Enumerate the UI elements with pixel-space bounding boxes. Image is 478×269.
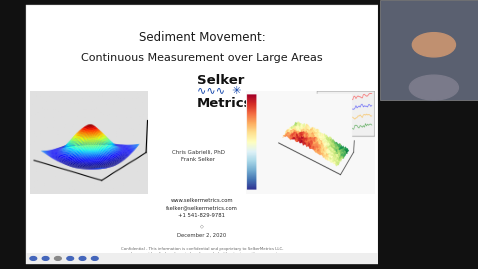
Text: ◇: ◇ bbox=[200, 224, 204, 229]
Circle shape bbox=[91, 257, 98, 260]
Text: Metrics: Metrics bbox=[196, 97, 252, 110]
Ellipse shape bbox=[409, 75, 458, 100]
Text: Sediment Movement:: Sediment Movement: bbox=[139, 31, 265, 44]
Circle shape bbox=[79, 257, 86, 260]
Bar bbox=[380, 0, 478, 100]
Text: ∿∿∿  ✳: ∿∿∿ ✳ bbox=[196, 86, 241, 96]
Bar bbox=[26, 253, 378, 264]
Text: Confidential - This information is confidential and proprietary to SelkerMetrics: Confidential - This information is confi… bbox=[121, 247, 283, 256]
Text: Selker: Selker bbox=[196, 74, 244, 87]
Circle shape bbox=[30, 257, 37, 260]
Text: December 2, 2020: December 2, 2020 bbox=[177, 233, 227, 238]
Circle shape bbox=[67, 257, 74, 260]
Text: Chris Gabrielli, PhD
Frank Selker: Chris Gabrielli, PhD Frank Selker bbox=[172, 150, 225, 162]
Text: Continuous Measurement over Large Areas: Continuous Measurement over Large Areas bbox=[81, 53, 323, 63]
FancyBboxPatch shape bbox=[26, 5, 378, 264]
Bar bbox=[378, 0, 478, 269]
Circle shape bbox=[54, 257, 61, 260]
Circle shape bbox=[413, 33, 456, 57]
Circle shape bbox=[42, 257, 49, 260]
Text: www.selkermetrics.com
fselker@selkermetrics.com
+1 541-829-9781: www.selkermetrics.com fselker@selkermetr… bbox=[166, 198, 238, 218]
